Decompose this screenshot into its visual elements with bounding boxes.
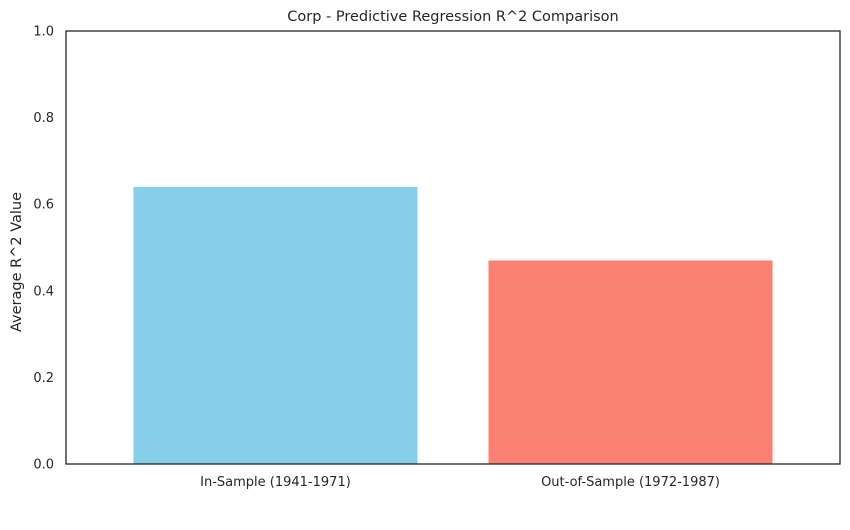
y-tick-label-0: 0.0	[33, 458, 54, 473]
y-tick-label-3: 0.6	[33, 198, 54, 213]
y-tick-label-4: 0.8	[33, 111, 54, 126]
y-tick-label-2: 0.4	[33, 284, 54, 299]
chart-title: Corp - Predictive Regression R^2 Compari…	[287, 9, 619, 25]
bars-group	[133, 186, 773, 464]
y-axis-label: Average R^2 Value	[9, 192, 25, 332]
bar-0	[133, 186, 418, 464]
y-tick-label-5: 1.0	[33, 25, 54, 40]
bar-1	[488, 260, 773, 464]
x-tick-label-1: Out-of-Sample (1972-1987)	[541, 475, 720, 490]
x-ticks-group: In-Sample (1941-1971) Out-of-Sample (1972…	[200, 475, 720, 490]
plot-frame	[65, 30, 841, 465]
y-tick-label-1: 0.2	[33, 371, 54, 386]
x-tick-label-0: In-Sample (1941-1971)	[200, 475, 351, 490]
y-ticks-group: 0.0 0.2 0.4 0.6 0.8 1.0	[33, 25, 54, 473]
